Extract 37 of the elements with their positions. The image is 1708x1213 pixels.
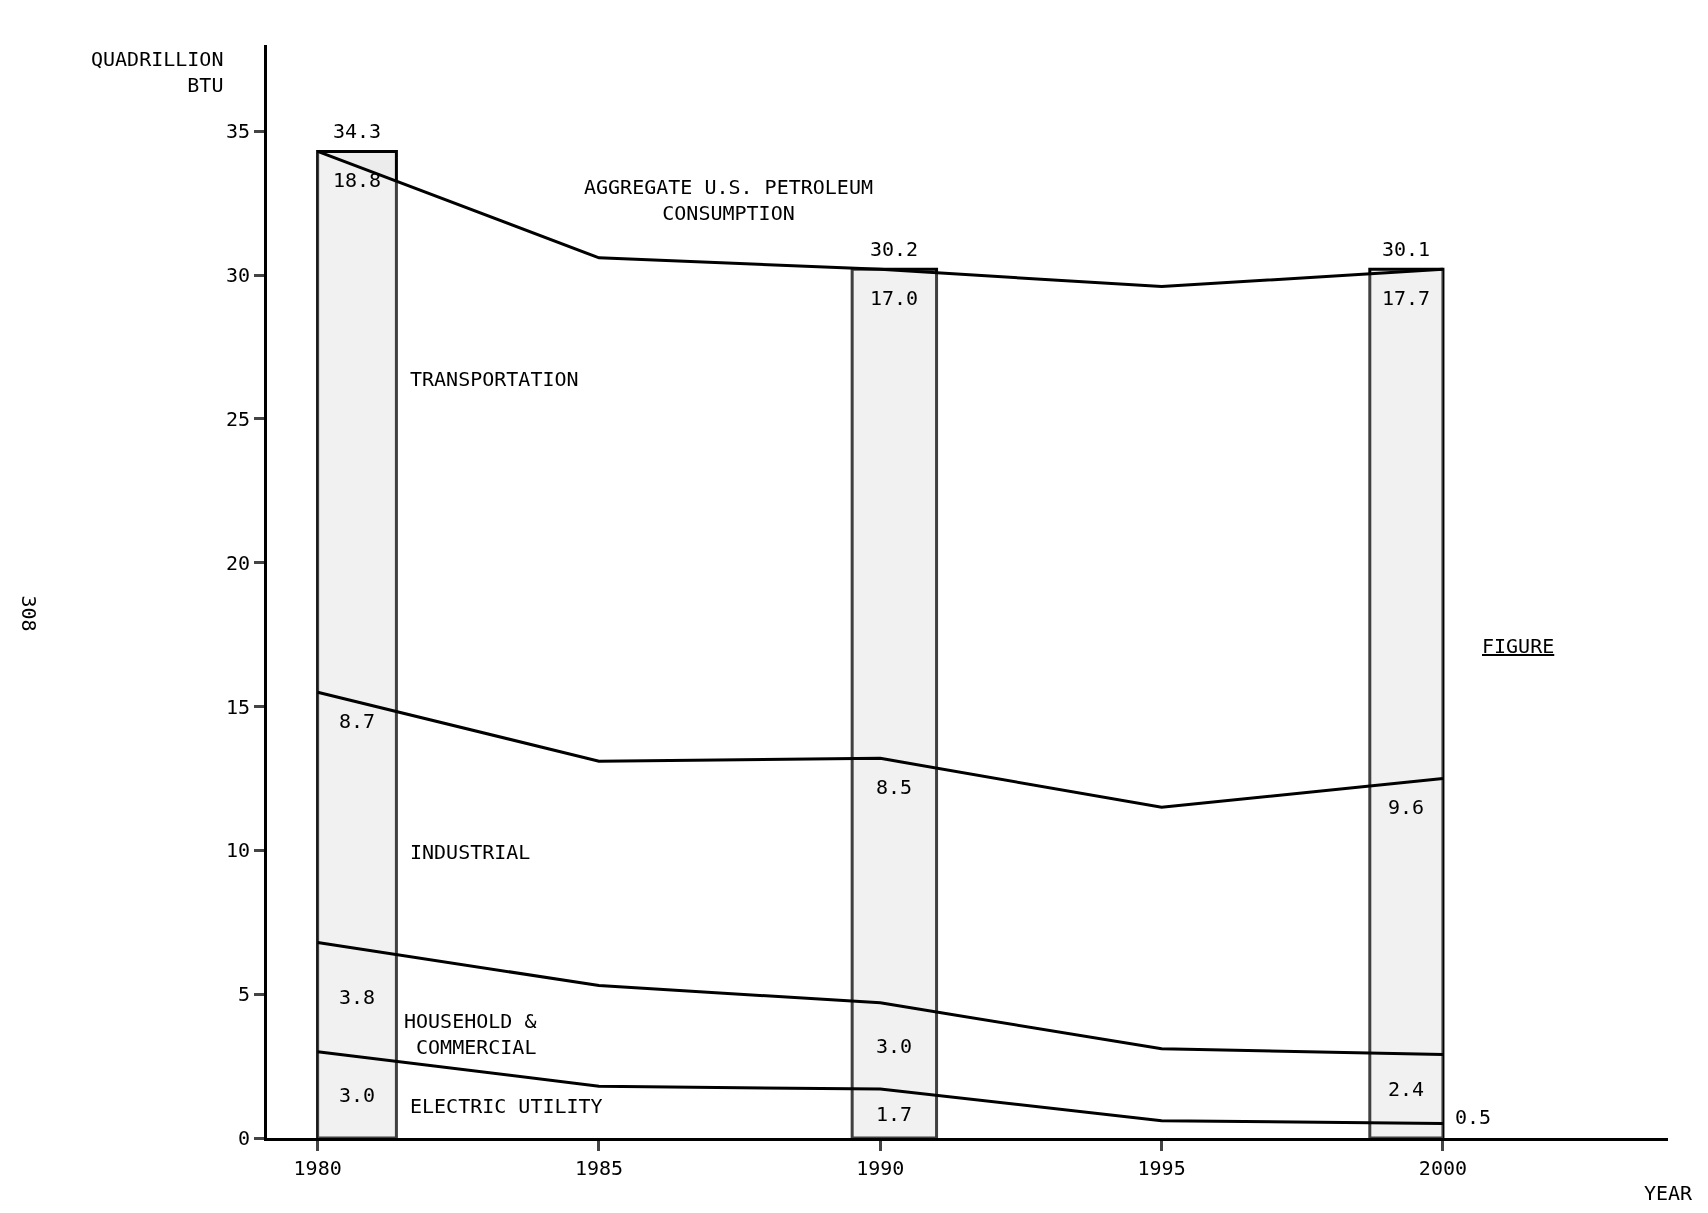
x-tick-label: 1980 (293, 1156, 342, 1180)
data-label: 18.8 (333, 168, 382, 192)
y-tick-label: 5 (237, 982, 250, 1007)
annotation: AGGREGATE U.S. PETROLEUM CONSUMPTION (584, 175, 873, 225)
x-tick-label: 1990 (856, 1156, 905, 1180)
y-tick-label: 30 (225, 263, 250, 288)
data-label: 0.5 (1455, 1105, 1492, 1129)
data-label: 8.7 (339, 709, 376, 733)
y-tick-label: 10 (225, 838, 250, 863)
total-label: 30.2 (870, 237, 919, 261)
total-label: 30.1 (1382, 237, 1431, 261)
annotation: FIGURE (1482, 634, 1555, 658)
text: 308 (17, 595, 42, 632)
x-axis-title: YEAR (1644, 1181, 1694, 1205)
data-label: 2.4 (1388, 1077, 1425, 1101)
x-tick-label: 1985 (574, 1156, 624, 1180)
data-label: 17.0 (870, 286, 919, 310)
y-tick-label: 15 (225, 694, 250, 719)
data-label: 3.0 (876, 1034, 913, 1058)
x-tick-label: 1995 (1137, 1156, 1186, 1180)
series-label: INDUSTRIAL (410, 840, 531, 864)
y-tick-label: 20 (225, 550, 250, 575)
data-label: 3.8 (339, 985, 376, 1009)
series-label: TRANSPORTATION (410, 367, 579, 391)
data-label: 9.6 (1388, 795, 1425, 819)
data-label: 17.7 (1382, 286, 1431, 310)
series-label: ELECTRIC UTILITY (410, 1094, 603, 1118)
data-label: 3.0 (339, 1083, 376, 1107)
y-tick-label: 25 (225, 406, 250, 431)
y-tick-label: 0 (237, 1126, 250, 1150)
data-label: 1.7 (876, 1102, 913, 1126)
series-label: HOUSEHOLD & COMMERCIAL (404, 1009, 537, 1059)
data-label: 8.5 (876, 775, 913, 799)
y-tick-label: 35 (225, 119, 250, 144)
total-label: 34.3 (333, 119, 382, 143)
x-tick-label: 2000 (1418, 1156, 1468, 1180)
y-axis-title: QUADRILLION BTU (91, 47, 224, 97)
